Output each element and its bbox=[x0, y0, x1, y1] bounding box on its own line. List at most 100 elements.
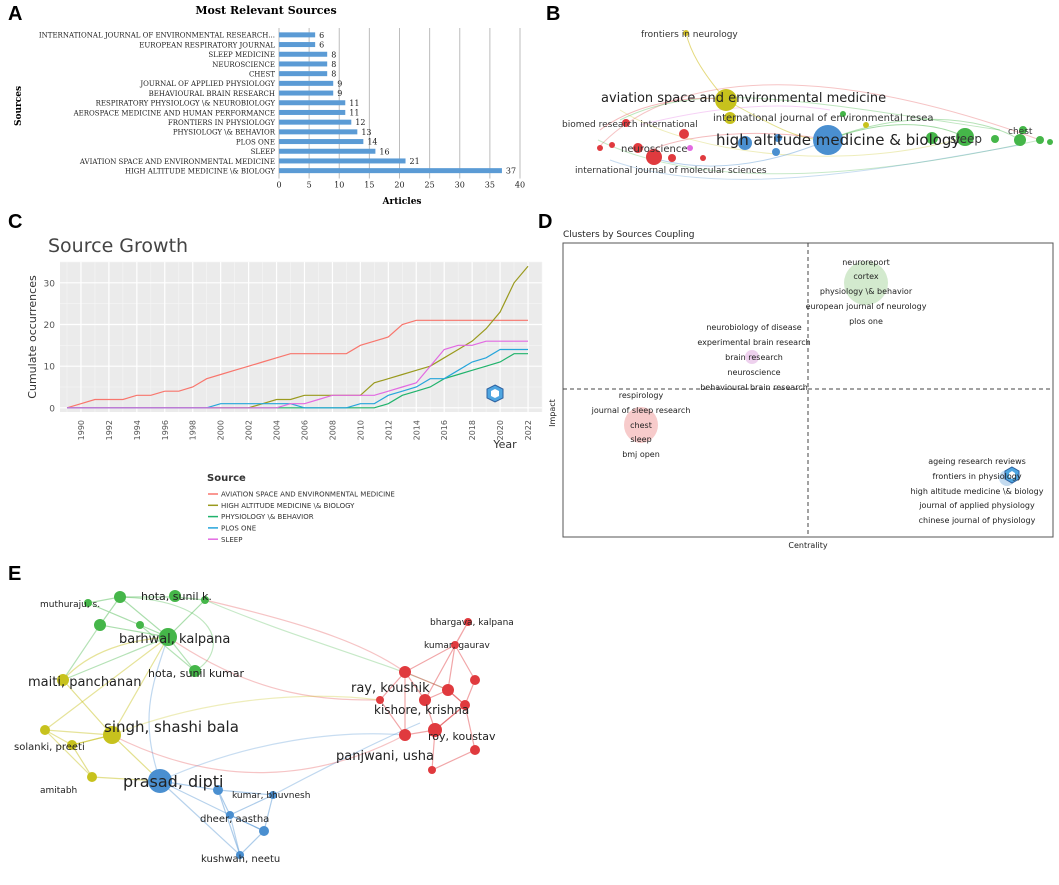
chart-a-category-label: NEUROSCIENCE bbox=[212, 61, 275, 69]
chart-c-y-tick-label: 0 bbox=[49, 404, 55, 414]
network-b-node bbox=[683, 30, 689, 36]
network-e-node bbox=[399, 729, 411, 741]
network-e-label: ray, koushik bbox=[351, 681, 430, 696]
network-e-node bbox=[213, 785, 223, 795]
network-b-node bbox=[687, 145, 693, 151]
network-e-edge bbox=[148, 636, 169, 782]
network-e-label: barhwal, kalpana bbox=[119, 632, 230, 647]
network-e-label: singh, shashi bala bbox=[104, 718, 239, 736]
network-e-node bbox=[87, 772, 97, 782]
network-e-label: maiti, panchanan bbox=[28, 675, 141, 690]
network-e-node bbox=[114, 591, 126, 603]
chart-d-point-label: plos one bbox=[849, 317, 883, 326]
chart-a-ylabel: Sources bbox=[14, 86, 24, 126]
network-b-label: chest bbox=[1008, 127, 1033, 137]
chart-a-bars bbox=[279, 32, 502, 174]
chart-a-category-label: PHYSIOLOGY \& BEHAVIOR bbox=[173, 129, 276, 137]
network-e-node bbox=[428, 723, 442, 737]
network-b-node bbox=[715, 89, 737, 111]
network-e-label: hota, sunil kumar bbox=[148, 667, 244, 680]
network-e-node bbox=[470, 675, 480, 685]
chart-d-point-label: brain research bbox=[725, 353, 783, 362]
chart-a-xlabel: Articles bbox=[382, 197, 422, 207]
network-b-node bbox=[646, 149, 662, 165]
panel-a: A Most Relevant Sources Sources Articles… bbox=[8, 3, 525, 207]
chart-a-bar bbox=[279, 61, 328, 67]
chart-c-legend-title: Source bbox=[207, 473, 246, 484]
chart-a-value-label: 21 bbox=[410, 157, 420, 166]
chart-c-x-tick-label: 2014 bbox=[412, 420, 421, 440]
network-b-node bbox=[840, 111, 846, 117]
network-b-node bbox=[1014, 134, 1026, 146]
chart-c-x-tick-label: 2002 bbox=[245, 420, 254, 440]
chart-d-point-label: chest bbox=[630, 421, 652, 430]
chart-c-legend-label: PLOS ONE bbox=[221, 525, 256, 533]
chart-a-bar bbox=[279, 42, 316, 48]
network-b-edges bbox=[597, 32, 1041, 180]
chart-c-y-tick-label: 10 bbox=[44, 363, 56, 373]
network-e-node bbox=[419, 694, 431, 706]
network-b-node bbox=[926, 132, 938, 144]
network-e-label: kumar, bhuvnesh bbox=[232, 791, 310, 801]
chart-a-value-label: 8 bbox=[331, 50, 336, 59]
chart-c-x-tick-label: 2000 bbox=[217, 420, 226, 440]
chart-a-x-tick-label: 35 bbox=[485, 181, 495, 190]
network-e-edge bbox=[404, 644, 476, 707]
chart-a-category-label: CHEST bbox=[249, 70, 275, 78]
chart-d-point-label: respirology bbox=[619, 391, 664, 400]
network-b-edge bbox=[659, 139, 829, 167]
network-b-edge bbox=[619, 97, 1001, 131]
network-b-node bbox=[700, 155, 706, 161]
chart-a-bar bbox=[279, 168, 502, 174]
chart-a-x-ticks: 0 5 10 15 20 25 30 35 40 bbox=[276, 181, 525, 190]
chart-a-category-label: RESPIRATORY PHYSIOLOGY \& NEUROBIOLOGY bbox=[96, 100, 276, 108]
chart-a-value-label: 11 bbox=[349, 99, 359, 108]
network-e-node bbox=[84, 599, 92, 607]
chart-c-legend-label: PHYSIOLOGY \& BEHAVIOR bbox=[221, 513, 314, 521]
network-b-edge bbox=[827, 118, 1021, 141]
chart-c-x-tick-label: 2010 bbox=[356, 420, 365, 440]
network-e-label: dheer, aastha bbox=[200, 814, 269, 825]
network-e-node bbox=[103, 726, 121, 744]
network-e-node bbox=[201, 596, 209, 604]
chart-c-x-tick-label: 1996 bbox=[161, 420, 170, 440]
network-b-label: high altitude medicine & biology bbox=[716, 131, 960, 149]
chart-a-bar bbox=[279, 100, 346, 106]
chart-a-bar bbox=[279, 158, 406, 164]
network-b-node bbox=[956, 128, 974, 146]
network-e-label: panjwani, usha bbox=[336, 749, 434, 764]
chart-d-point-label: journal of applied physiology bbox=[918, 501, 1035, 510]
chart-a-x-tick-label: 20 bbox=[394, 181, 404, 190]
network-e-label: amitabh bbox=[40, 786, 77, 796]
network-e-label: bhargava, kalpana bbox=[430, 618, 514, 628]
chart-a-bar bbox=[279, 51, 328, 57]
chart-c-x-tick-label: 1990 bbox=[77, 420, 86, 440]
chart-a-value-label: 37 bbox=[506, 167, 516, 176]
chart-a-category-label: EUROPEAN RESPIRATORY JOURNAL bbox=[139, 41, 275, 49]
chart-a-category-label: AEROSPACE MEDICINE AND HUMAN PERFORMANCE bbox=[73, 109, 275, 117]
network-b-edge bbox=[639, 105, 831, 126]
network-e-node bbox=[148, 769, 172, 793]
chart-c-legend: AVIATION SPACE AND ENVIRONMENTAL MEDICIN… bbox=[208, 491, 395, 544]
network-b-edge bbox=[649, 132, 829, 151]
network-e-node bbox=[189, 665, 201, 677]
network-e-edge bbox=[119, 596, 214, 672]
network-e-label: muthuraju, s. bbox=[40, 600, 100, 610]
chart-a-category-labels: INTERNATIONAL JOURNAL OF ENVIRONMENTAL R… bbox=[39, 32, 276, 176]
chart-d-point-label: frontiers in physiology bbox=[932, 472, 1021, 481]
network-e-edge bbox=[159, 733, 406, 782]
panel-e-letter: E bbox=[8, 563, 21, 585]
chart-d-title: Clusters by Sources Coupling bbox=[563, 230, 694, 240]
network-e-edge bbox=[111, 695, 381, 736]
network-b-node bbox=[679, 129, 689, 139]
network-e-edge bbox=[62, 636, 169, 681]
chart-a-value-label: 6 bbox=[319, 41, 324, 50]
chart-c-y-tick-label: 30 bbox=[44, 279, 56, 289]
chart-a-value-label: 9 bbox=[337, 89, 342, 98]
network-e-node bbox=[67, 740, 77, 750]
chart-c-series-line bbox=[67, 340, 528, 409]
chart-a-x-tick-label: 25 bbox=[425, 181, 435, 190]
chart-c-x-tick-label: 2006 bbox=[300, 420, 309, 440]
chart-d-point-label: bmj open bbox=[622, 450, 660, 459]
